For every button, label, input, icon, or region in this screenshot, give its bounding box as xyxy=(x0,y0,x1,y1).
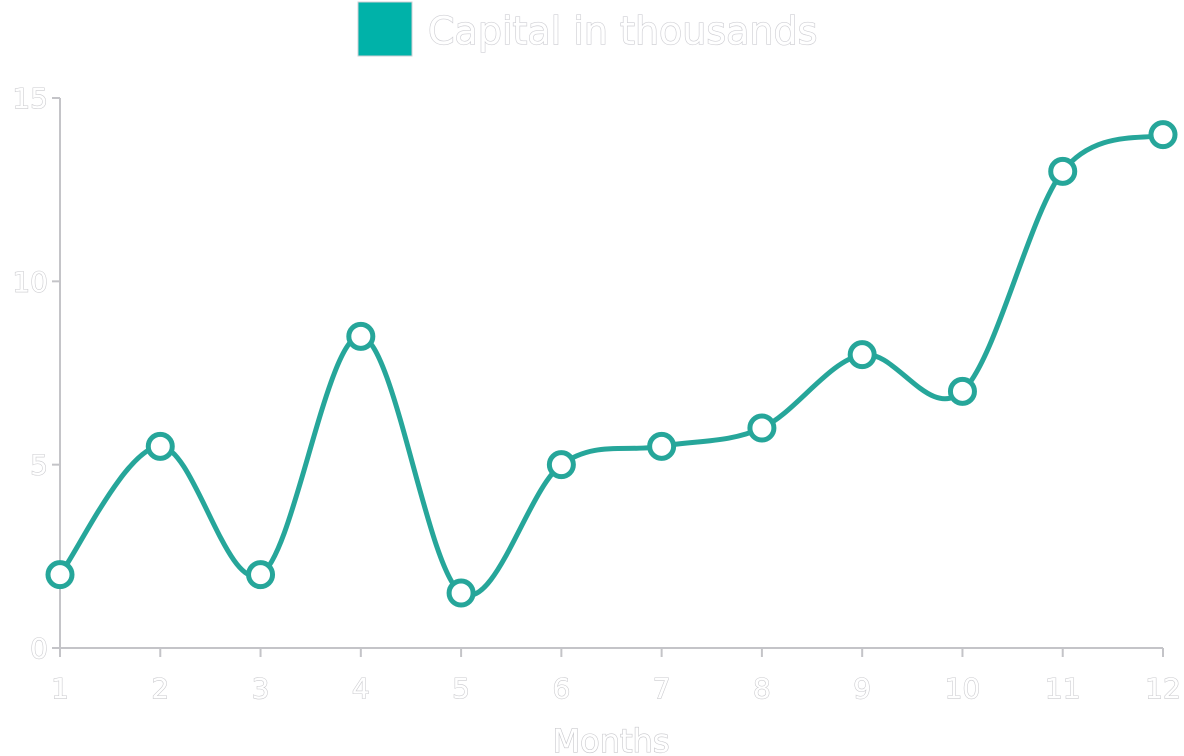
x-tick-label: 7 xyxy=(653,672,671,705)
x-axis-title: Months xyxy=(553,722,670,756)
legend-swatch xyxy=(357,1,413,57)
legend[interactable]: Capital in thousands xyxy=(357,1,818,57)
legend-label: Capital in thousands xyxy=(428,9,817,53)
y-tick-label: 15 xyxy=(12,82,48,115)
x-tick-label: 4 xyxy=(352,672,370,705)
x-tick-label: 10 xyxy=(945,672,981,705)
x-tick-label: 12 xyxy=(1145,672,1181,705)
data-point[interactable] xyxy=(246,560,276,590)
x-axis-ticks: 1 2 3 4 5 6 7 8 9 10 11 12 xyxy=(51,648,1181,706)
x-tick-label: 5 xyxy=(452,672,470,705)
data-point[interactable] xyxy=(446,578,476,608)
y-axis-ticks: 0 5 10 15 xyxy=(12,81,60,666)
data-point[interactable] xyxy=(1048,156,1078,186)
data-point[interactable] xyxy=(747,413,777,443)
x-tick-label: 3 xyxy=(252,672,270,705)
data-point[interactable] xyxy=(45,560,75,590)
x-tick-label: 8 xyxy=(753,672,771,705)
axes xyxy=(59,98,1163,649)
series-line xyxy=(57,132,1166,598)
x-tick-label: 9 xyxy=(853,672,871,705)
data-point[interactable] xyxy=(145,431,175,461)
y-tick-label: 0 xyxy=(30,632,48,665)
data-points xyxy=(45,120,1178,608)
data-point[interactable] xyxy=(847,340,877,370)
x-tick-label: 1 xyxy=(51,672,69,705)
data-point[interactable] xyxy=(947,376,977,406)
y-tick-label: 5 xyxy=(30,449,48,482)
x-tick-label: 11 xyxy=(1045,672,1081,705)
x-tick-label: 6 xyxy=(552,672,570,705)
data-point[interactable] xyxy=(1148,120,1178,150)
data-point[interactable] xyxy=(647,431,677,461)
y-tick-label: 10 xyxy=(12,265,48,298)
data-point[interactable] xyxy=(546,450,576,480)
data-point[interactable] xyxy=(346,321,376,351)
x-tick-label: 2 xyxy=(151,672,169,705)
